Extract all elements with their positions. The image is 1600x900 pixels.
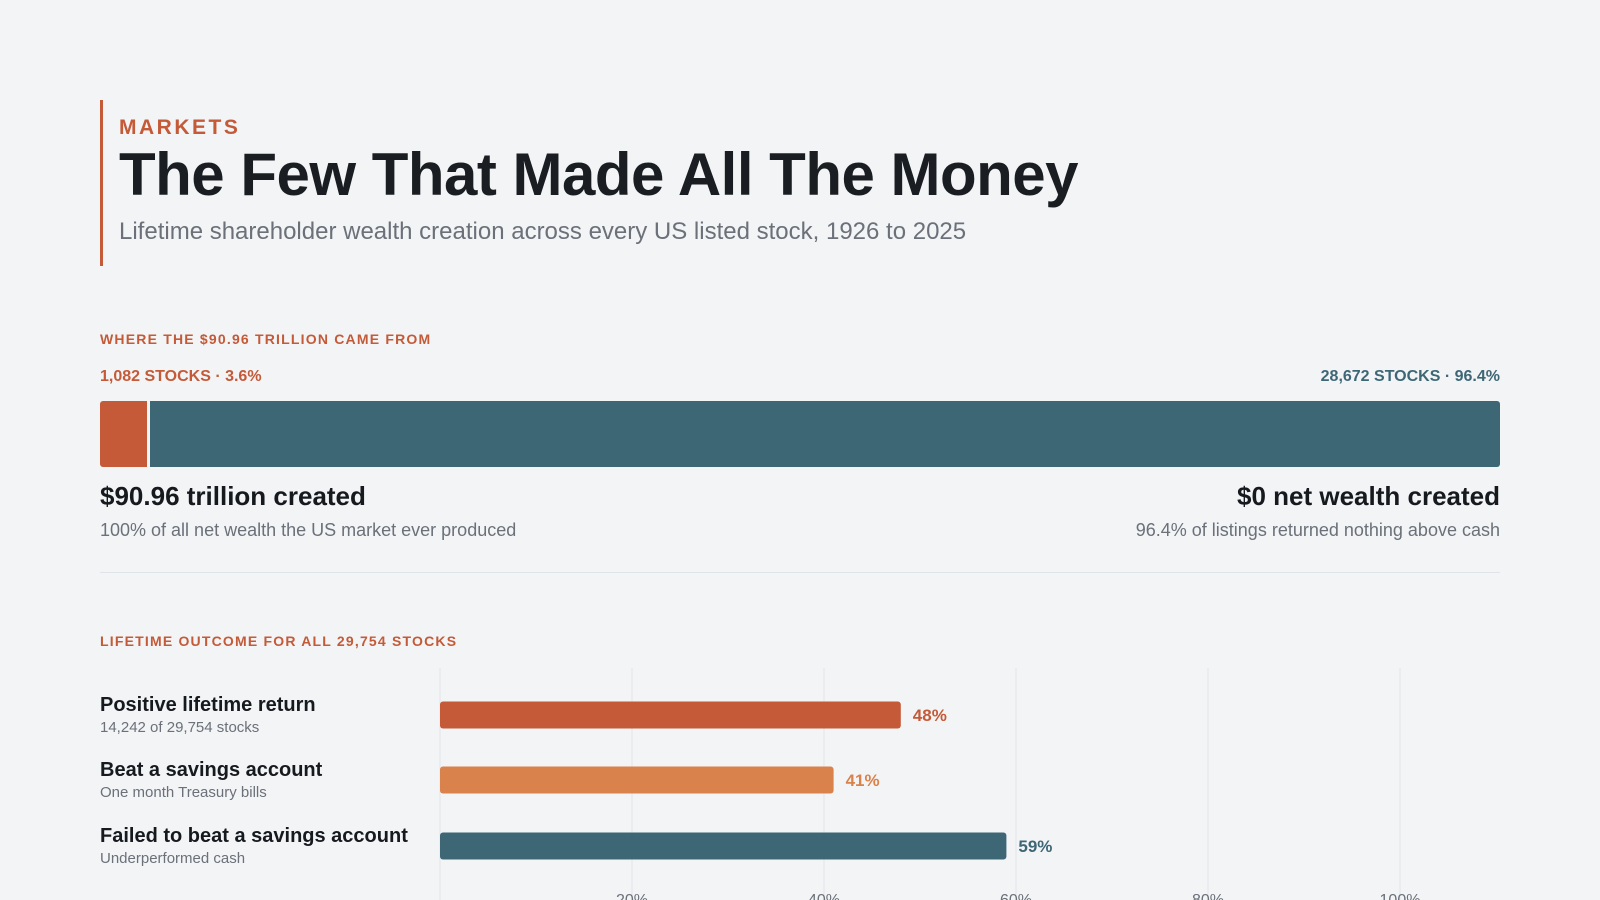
x-tick-label: 40% <box>808 892 840 900</box>
x-tick-label: 100% <box>1380 892 1421 900</box>
wealth-stacked-bar <box>100 401 1500 467</box>
rest-stocks-label: 28,672 STOCKS · 96.4% <box>1320 368 1500 385</box>
bar-segment-few-stocks <box>100 401 151 467</box>
row-title-failed: Failed to beat a savings account <box>100 825 408 847</box>
bar-1 <box>440 701 901 729</box>
x-tick-label: 80% <box>1192 892 1224 900</box>
bar-value-label: 48% <box>913 706 947 725</box>
row-sub-failed: Underperformed cash <box>100 850 246 867</box>
bar-value-label: 59% <box>1018 837 1052 856</box>
bar-segment-rest-stocks <box>150 401 1500 467</box>
section-divider <box>100 572 1500 573</box>
bar-3 <box>440 832 1007 860</box>
x-tick-label: 20% <box>616 892 648 900</box>
section-eyebrow: MARKETS <box>119 116 241 139</box>
row-sub-beat-savings: One month Treasury bills <box>100 784 267 801</box>
wealth-section-label: WHERE THE $90.96 TRILLION CAME FROM <box>100 331 432 347</box>
header: MARKETS The Few That Made All The Money … <box>100 100 1400 266</box>
row-title-positive: Positive lifetime return <box>100 694 316 716</box>
few-stocks-label: 1,082 STOCKS · 3.6% <box>100 368 262 385</box>
x-tick-label: 60% <box>1000 892 1032 900</box>
outcome-section-label: LIFETIME OUTCOME FOR ALL 29,754 STOCKS <box>100 633 458 649</box>
bar-2 <box>440 766 834 794</box>
wealth-created-stat: $90.96 trillion created <box>100 481 366 511</box>
bar-value-label: 41% <box>846 771 880 790</box>
page-subtitle: Lifetime shareholder wealth creation acr… <box>119 218 967 245</box>
row-title-beat-savings: Beat a savings account <box>100 759 323 781</box>
wealth-created-note: 100% of all net wealth the US market eve… <box>100 520 517 540</box>
row-sub-positive: 14,242 of 29,754 stocks <box>100 719 260 736</box>
page-title: The Few That Made All The Money <box>119 141 1079 208</box>
no-wealth-note: 96.4% of listings returned nothing above… <box>1135 520 1500 540</box>
no-wealth-stat: $0 net wealth created <box>1237 481 1500 511</box>
